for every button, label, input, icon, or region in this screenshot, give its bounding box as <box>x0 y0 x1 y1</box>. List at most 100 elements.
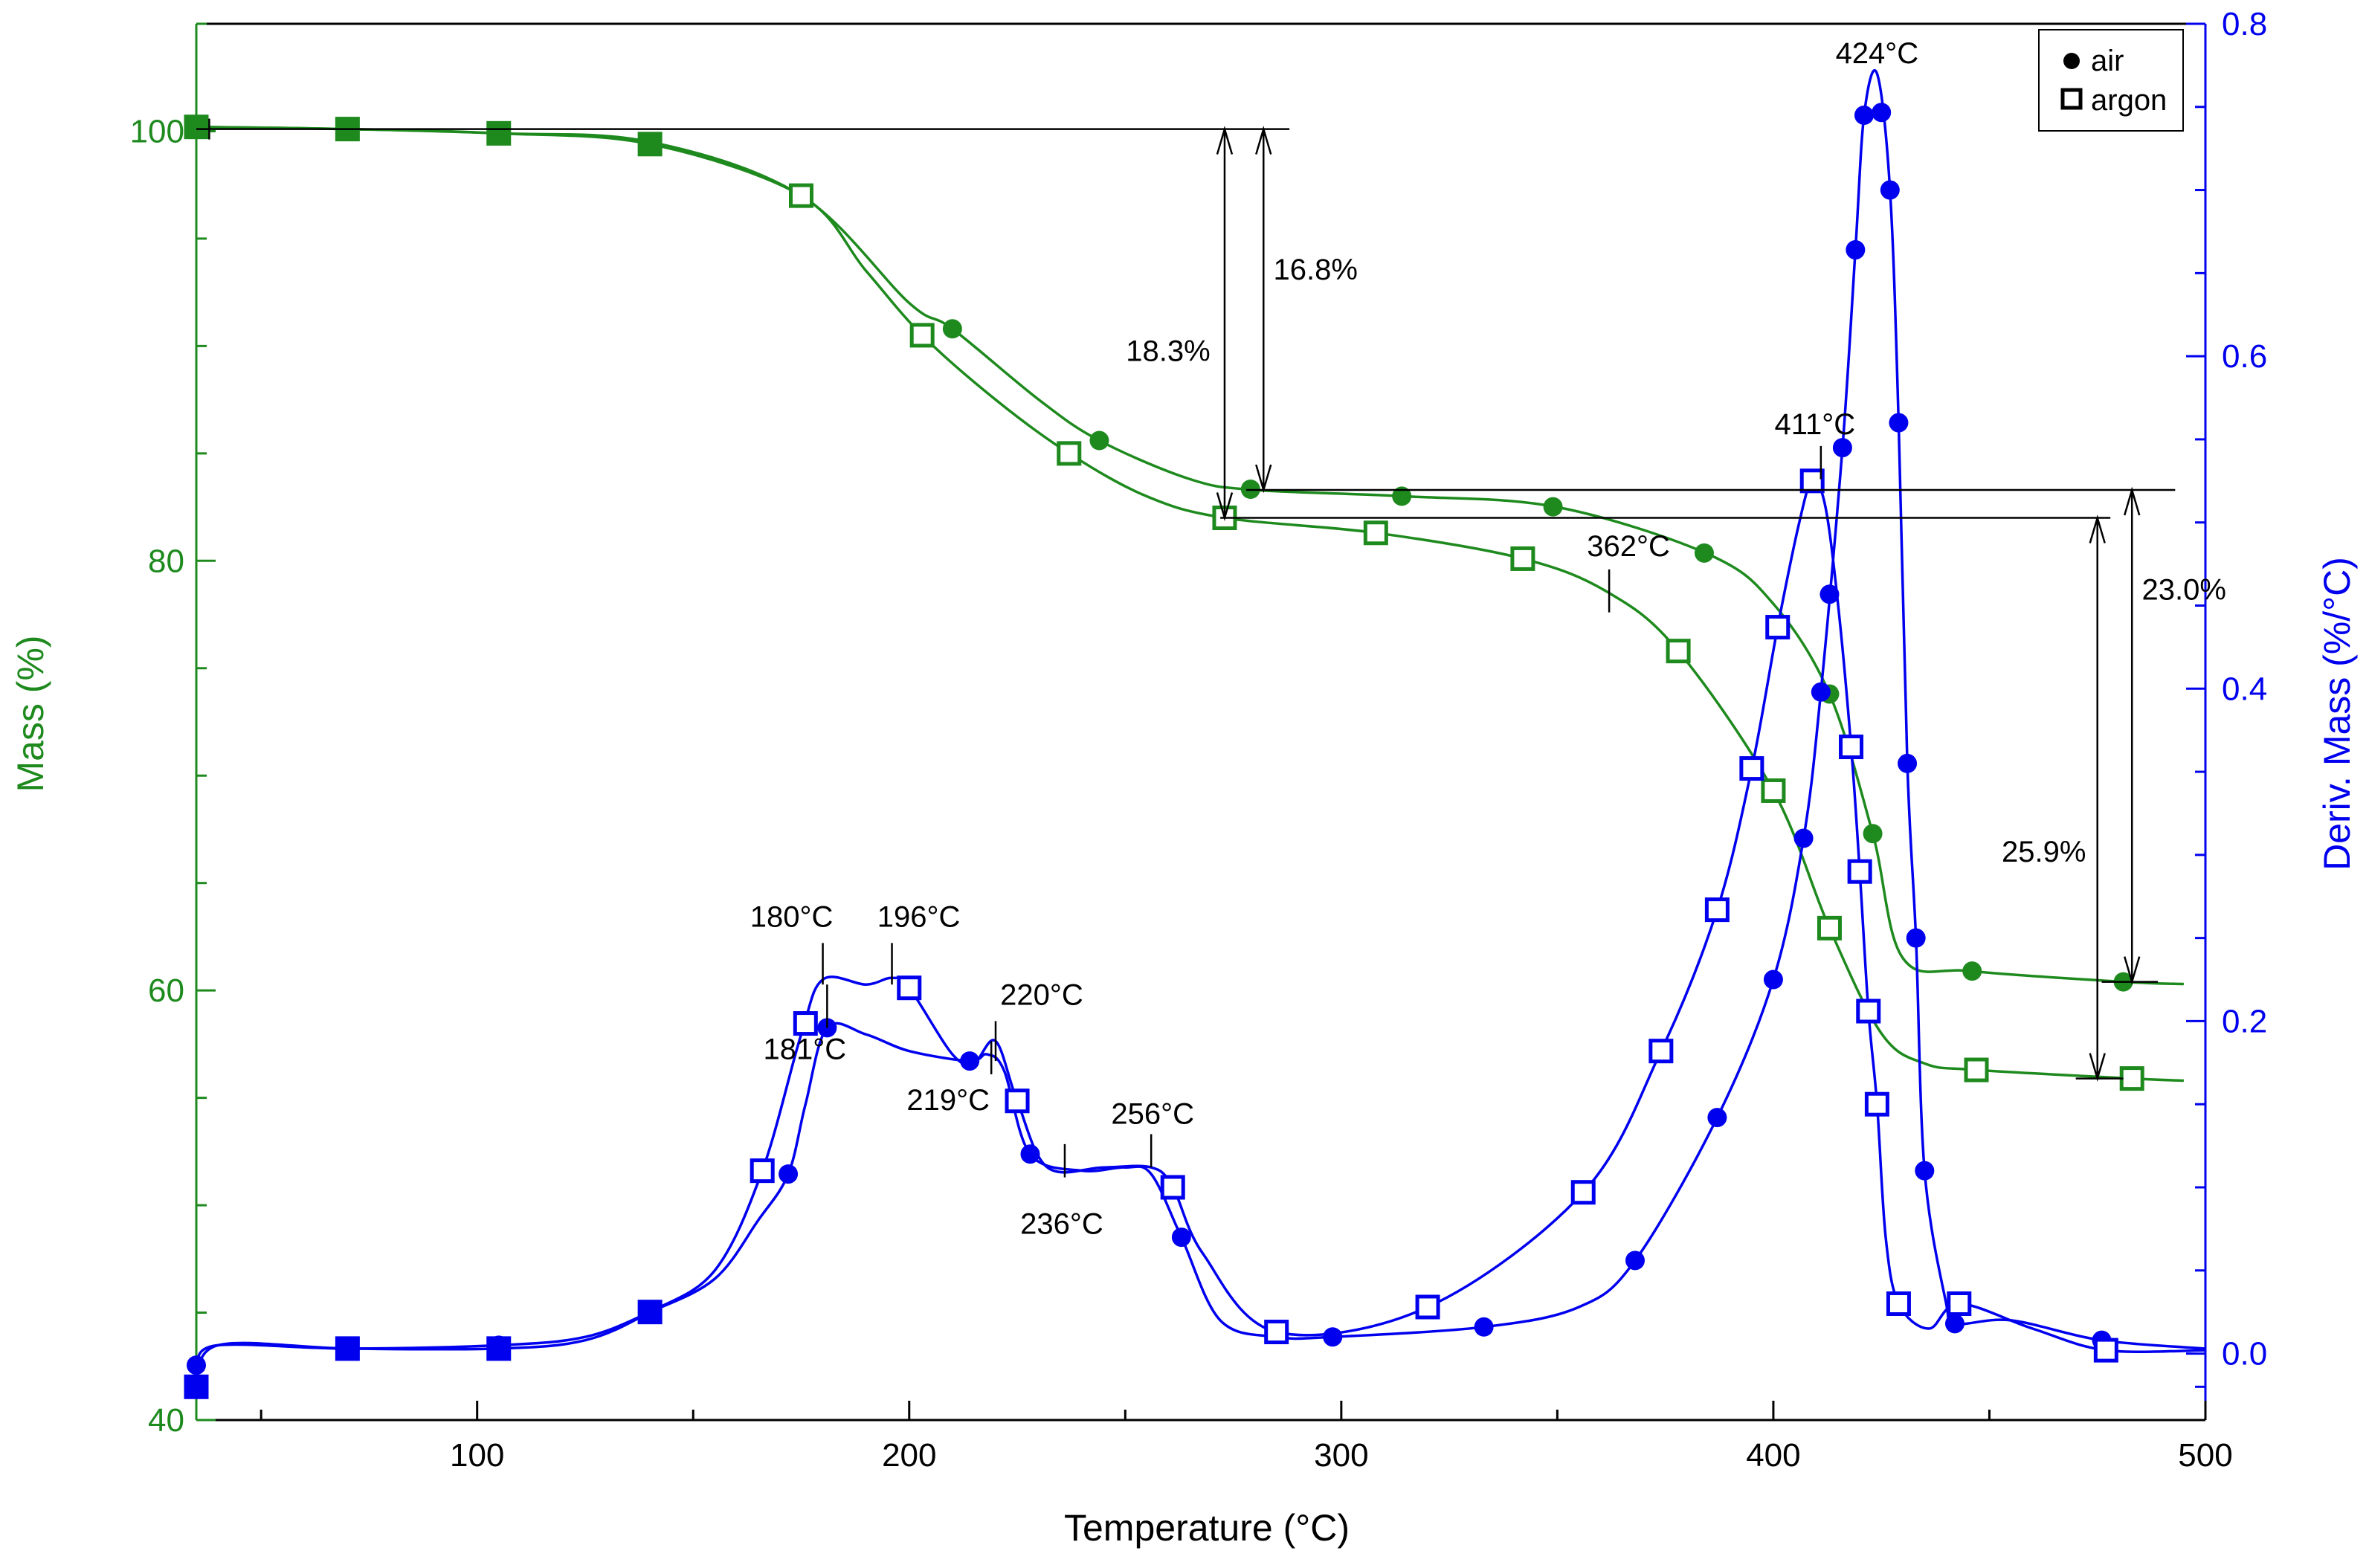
deriv-argon-marker <box>1847 859 1872 884</box>
deriv-argon-marker <box>1856 998 1881 1024</box>
deriv-air-marker <box>1793 828 1814 848</box>
y-right-tick-label: 0.2 <box>2222 1003 2267 1039</box>
step-arrow-head <box>1255 126 1272 155</box>
deriv-air-marker <box>1474 1317 1494 1337</box>
x-tick-label: 400 <box>1746 1437 1800 1474</box>
mass-loss-label: 23.0% <box>2142 573 2226 606</box>
mass-argon-marker <box>1817 915 1842 941</box>
annotation-layer: 180°C 196°C 181°C 220°C 219°C 256°C 236°C 362°C… <box>196 37 2226 1241</box>
mass-air-marker <box>1863 824 1883 844</box>
step-arrow-head <box>2089 1053 2106 1083</box>
deriv-argon-marker <box>335 1336 360 1361</box>
mass-argon-marker <box>1964 1057 1989 1083</box>
mass-argon-marker <box>184 114 209 140</box>
deriv-argon-marker <box>486 1336 512 1361</box>
legend-label-air: air <box>2091 45 2124 77</box>
deriv-mass-axis: 0.0 0.2 0.4 0.6 0.8 <box>2186 6 2267 1388</box>
deriv-air-marker <box>1323 1327 1343 1347</box>
mass-argon-marker <box>1363 520 1388 546</box>
peak-temperature-label: 236°C <box>1020 1208 1103 1241</box>
legend-label-argon: argon <box>2091 84 2167 117</box>
peak-temperature-label: 256°C <box>1111 1097 1194 1130</box>
mass-argon-marker <box>1761 778 1786 803</box>
deriv-air-marker <box>1906 928 1926 948</box>
step-arrow-head <box>2124 956 2141 986</box>
deriv-argon-marker <box>1415 1294 1440 1320</box>
deriv-argon-marker <box>637 1300 663 1325</box>
y-right-tick-label: 0.0 <box>2222 1336 2267 1372</box>
deriv-argon-marker <box>1864 1091 1889 1117</box>
deriv-argon-marker <box>1160 1175 1185 1200</box>
mass-axis: 40 60 80 100 <box>130 22 216 1439</box>
peak-temperature-label: 220°C <box>1000 978 1083 1011</box>
deriv-argon-marker <box>184 1374 209 1399</box>
deriv-air-marker <box>1171 1227 1191 1248</box>
deriv-argon-marker <box>1704 897 1730 923</box>
legend-box <box>2038 29 2184 132</box>
deriv-argon-marker <box>1264 1320 1289 1345</box>
deriv-argon-marker <box>793 1011 818 1036</box>
deriv-argon-marker <box>897 975 922 1001</box>
mass-argon-marker <box>789 183 814 208</box>
deriv-air-marker <box>1889 413 1909 433</box>
deriv-air-marker <box>1854 105 1874 125</box>
step-arrow-head <box>2089 514 2106 543</box>
deriv-air-marker <box>1832 438 1852 458</box>
deriv-argon-marker <box>2093 1338 2118 1363</box>
step-arrow-head <box>2124 486 2141 516</box>
y-right-tick-label: 0.6 <box>2222 338 2267 375</box>
mass-argon-marker <box>1666 639 1691 664</box>
x-tick-label: 100 <box>450 1437 504 1474</box>
peak-temperature-label: 424°C <box>1836 37 1919 70</box>
temperature-axis: 100 200 300 400 500 <box>260 1401 2233 1474</box>
mass-argon-marker <box>486 120 512 146</box>
mass-air-marker <box>1694 543 1714 563</box>
deriv-air-marker <box>1944 1314 1965 1334</box>
y-right-tick-label: 0.4 <box>2222 671 2267 707</box>
y-axis-right-title: Deriv. Mass (%/°C) <box>2316 557 2358 871</box>
legend-marker-argon <box>2060 88 2083 110</box>
deriv-argon-marker <box>1739 756 1764 781</box>
series-layer <box>184 68 2206 1399</box>
legend-marker-air <box>2063 53 2080 69</box>
mass-air-marker <box>1392 486 1412 506</box>
deriv-air-marker <box>1880 180 1900 200</box>
peak-temperature-label: 411°C <box>1775 408 1856 441</box>
deriv-air-marker <box>1846 240 1866 260</box>
peak-temperature-label: 219°C <box>906 1084 990 1117</box>
mass-argon-marker <box>1057 441 1082 466</box>
y-left-tick-label: 80 <box>148 543 184 579</box>
deriv-argon-marker <box>1947 1291 1972 1316</box>
deriv-air-marker <box>1707 1108 1727 1128</box>
mass-air-marker <box>1962 961 1982 981</box>
mass-air-marker <box>942 319 962 339</box>
deriv-air-marker <box>1872 103 1892 123</box>
peak-temperature-label: 181°C <box>764 1033 847 1065</box>
mass-argon-marker <box>909 323 935 348</box>
deriv-argon-marker <box>1886 1291 1911 1316</box>
deriv-air-marker <box>960 1051 980 1071</box>
deriv-argon-marker <box>750 1158 775 1184</box>
mass-argon-marker <box>637 132 663 157</box>
deriv-air-marker <box>1915 1161 1935 1181</box>
deriv-air-marker <box>779 1164 799 1184</box>
mass-loss-label: 18.3% <box>1126 335 1210 368</box>
mass-air-marker <box>1543 497 1563 517</box>
deriv-air-marker <box>1811 682 1831 702</box>
deriv-air-marker <box>1898 753 1918 773</box>
y-left-tick-label: 100 <box>130 113 184 149</box>
y-left-tick-label: 40 <box>148 1402 184 1439</box>
mass-air-marker <box>1089 430 1109 451</box>
x-tick-label: 500 <box>2178 1437 2232 1474</box>
peak-temperature-label: 180°C <box>750 900 834 933</box>
deriv-argon-marker <box>1570 1180 1596 1205</box>
peak-temperature-label: 362°C <box>1587 530 1670 563</box>
step-arrow-head <box>1216 126 1234 155</box>
deriv-argon-marker <box>1765 615 1791 640</box>
deriv-air-marker <box>187 1355 206 1375</box>
x-tick-label: 300 <box>1314 1437 1368 1474</box>
step-arrow-head <box>1216 492 1234 521</box>
deriv-argon-marker <box>1005 1088 1030 1114</box>
